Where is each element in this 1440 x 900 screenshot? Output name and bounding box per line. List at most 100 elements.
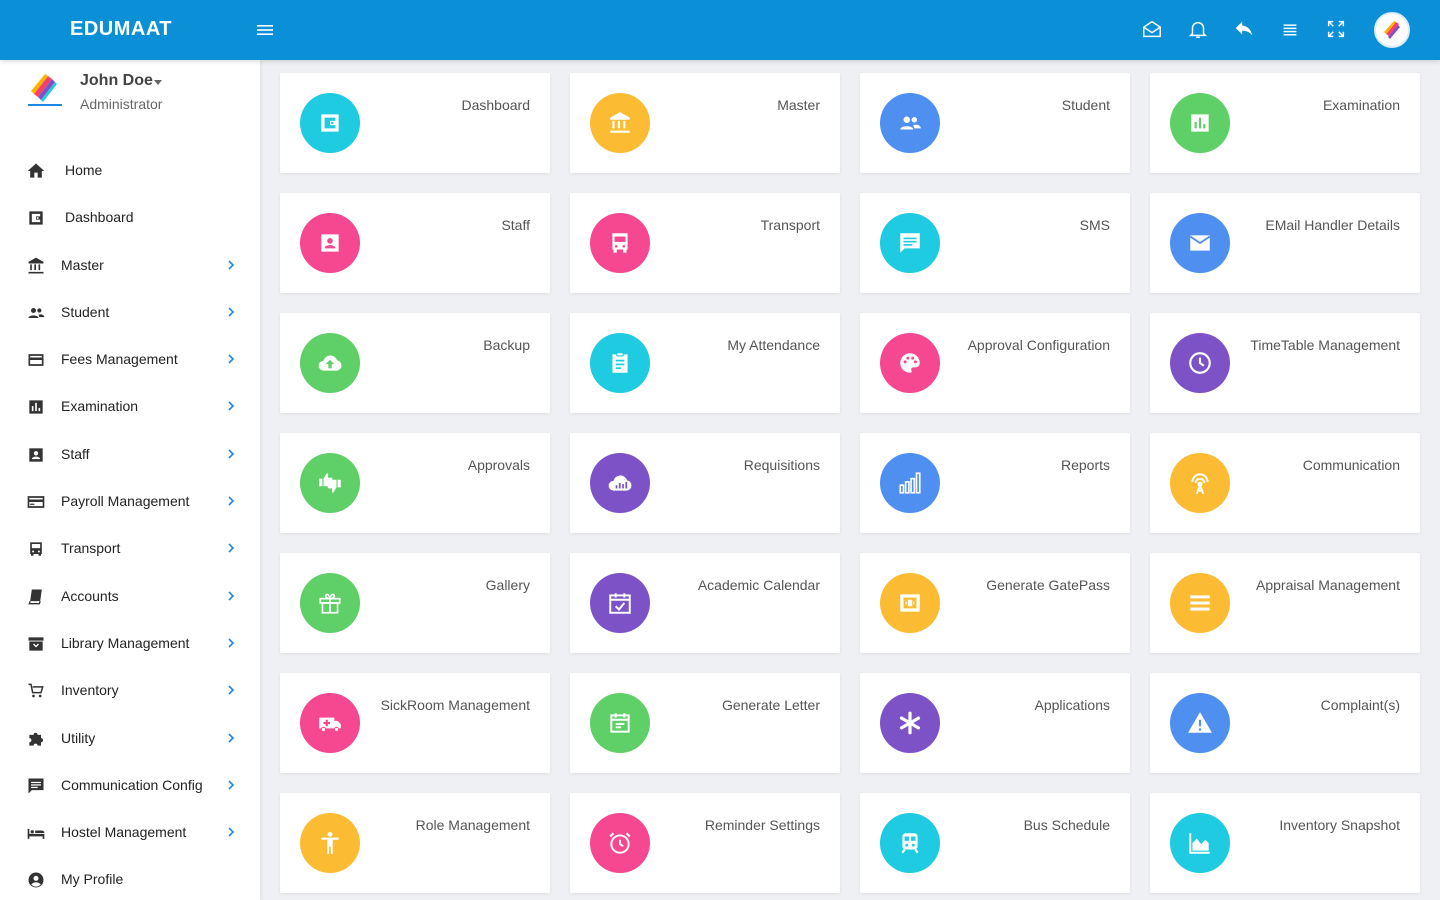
sidebar-item-examination[interactable]: Examination xyxy=(0,385,260,429)
module-card-bus-schedule[interactable]: Bus Schedule xyxy=(860,793,1130,893)
caret-down-icon[interactable] xyxy=(154,80,162,85)
module-icon-circle xyxy=(300,93,360,153)
list-icon[interactable] xyxy=(1279,18,1301,40)
module-card-email-handler-details[interactable]: EMail Handler Details xyxy=(1150,193,1420,293)
module-label: Appraisal Management xyxy=(1256,577,1400,593)
palette-icon xyxy=(900,353,920,373)
module-icon-circle xyxy=(880,573,940,633)
sidebar-item-my-profile[interactable]: My Profile xyxy=(0,858,260,900)
module-card-transport[interactable]: Transport xyxy=(570,193,840,293)
sidebar-item-payroll-management[interactable]: Payroll Management xyxy=(0,480,260,524)
module-label: Backup xyxy=(483,337,530,353)
module-card-student[interactable]: Student xyxy=(860,73,1130,173)
module-card-reports[interactable]: Reports xyxy=(860,433,1130,533)
sidebar-item-label: Utility xyxy=(61,730,96,746)
module-card-gallery[interactable]: Gallery xyxy=(280,553,550,653)
contact-icon xyxy=(321,234,339,252)
module-card-generate-letter[interactable]: Generate Letter xyxy=(570,673,840,773)
sidebar-item-library-management[interactable]: Library Management xyxy=(0,622,260,666)
module-card-appraisal-management[interactable]: Appraisal Management xyxy=(1150,553,1420,653)
train-icon xyxy=(901,833,919,854)
bank-icon xyxy=(28,257,44,274)
module-card-dashboard[interactable]: Dashboard xyxy=(280,73,550,173)
module-label: Reminder Settings xyxy=(704,817,820,833)
module-icon-circle xyxy=(880,813,940,873)
module-label: Role Management xyxy=(415,817,530,833)
brand-title: EDUMAAT xyxy=(70,18,173,40)
module-label: EMail Handler Details xyxy=(1265,217,1400,233)
module-card-generate-gatepass[interactable]: Generate GatePass xyxy=(860,553,1130,653)
sidebar-item-student[interactable]: Student xyxy=(0,291,260,335)
module-card-complaints[interactable]: Complaint(s) xyxy=(1150,673,1420,773)
module-card-communication[interactable]: Communication xyxy=(1150,433,1420,533)
module-label: Gallery xyxy=(485,577,530,593)
module-card-role-management[interactable]: Role Management xyxy=(280,793,550,893)
sidebar-item-dashboard[interactable]: Dashboard xyxy=(0,196,260,240)
sidebar-item-label: Staff xyxy=(61,446,90,462)
sidebar-item-inventory[interactable]: Inventory xyxy=(0,669,260,713)
pass-icon xyxy=(900,594,920,612)
module-card-master[interactable]: Master xyxy=(570,73,840,173)
module-card-academic-calendar[interactable]: Academic Calendar xyxy=(570,553,840,653)
module-label: Generate Letter xyxy=(721,697,820,713)
module-card-staff[interactable]: Staff xyxy=(280,193,550,293)
sidebar-item-label: Accounts xyxy=(61,588,119,604)
chart-icon xyxy=(1191,114,1209,132)
sidebar-item-utility[interactable]: Utility xyxy=(0,717,260,761)
sidebar-item-label: Student xyxy=(61,304,110,320)
fullscreen-icon[interactable] xyxy=(1325,18,1347,40)
module-icon-circle xyxy=(590,813,650,873)
reply-icon[interactable] xyxy=(1233,18,1255,40)
area-chart-icon xyxy=(1189,833,1210,854)
chevron-right-icon xyxy=(228,449,235,459)
module-card-timetable-management[interactable]: TimeTable Management xyxy=(1150,313,1420,413)
bell-icon[interactable] xyxy=(1187,18,1209,40)
user-name[interactable]: John Doe xyxy=(80,72,153,89)
people-icon xyxy=(28,308,45,318)
module-icon-circle xyxy=(590,693,650,753)
module-card-my-attendance[interactable]: My Attendance xyxy=(570,313,840,413)
chevron-right-icon xyxy=(228,260,235,270)
sidebar-item-communication-config[interactable]: Communication Config xyxy=(0,764,260,808)
hamburger-menu-icon[interactable] xyxy=(256,21,274,39)
module-icon-circle xyxy=(300,693,360,753)
module-icon-circle xyxy=(1170,573,1230,633)
module-label: Approvals xyxy=(467,457,530,473)
warning-icon xyxy=(1188,712,1212,733)
sidebar-item-transport[interactable]: Transport xyxy=(0,527,260,571)
chevron-right-icon xyxy=(228,307,235,317)
sidebar-item-master[interactable]: Master xyxy=(0,244,260,288)
module-card-examination[interactable]: Examination xyxy=(1150,73,1420,173)
module-icon-circle xyxy=(1170,453,1230,513)
sidebar-item-home[interactable]: Home xyxy=(0,149,260,193)
mail-open-icon[interactable] xyxy=(1141,18,1163,40)
module-card-sickroom-management[interactable]: SickRoom Management xyxy=(280,673,550,773)
chevron-right-icon xyxy=(228,401,235,411)
top-app-bar: EDUMAAT xyxy=(0,0,1440,60)
sidebar-item-label: Home xyxy=(65,162,103,178)
clipboard-icon xyxy=(612,352,628,373)
module-card-applications[interactable]: Applications xyxy=(860,673,1130,773)
module-label: Transport xyxy=(760,217,820,233)
module-card-requisitions[interactable]: Requisitions xyxy=(570,433,840,533)
chevron-right-icon xyxy=(228,780,235,790)
sidebar-item-staff[interactable]: Staff xyxy=(0,433,260,477)
module-card-backup[interactable]: Backup xyxy=(280,313,550,413)
module-icon-circle xyxy=(880,213,940,273)
chevron-right-icon xyxy=(228,496,235,506)
sidebar-item-fees-management[interactable]: Fees Management xyxy=(0,338,260,382)
module-card-approval-configuration[interactable]: Approval Configuration xyxy=(860,313,1130,413)
module-card-inventory-snapshot[interactable]: Inventory Snapshot xyxy=(1150,793,1420,893)
module-card-approvals[interactable]: Approvals xyxy=(280,433,550,533)
credit-card-icon xyxy=(28,354,44,366)
sidebar-item-accounts[interactable]: Accounts xyxy=(0,575,260,619)
module-label: Student xyxy=(1061,97,1110,113)
avatar[interactable] xyxy=(1374,12,1410,48)
module-icon-circle xyxy=(880,453,940,513)
module-icon-circle xyxy=(300,333,360,393)
module-card-sms[interactable]: SMS xyxy=(860,193,1130,293)
sidebar-item-label: My Profile xyxy=(61,871,124,887)
sidebar-item-hostel-management[interactable]: Hostel Management xyxy=(0,811,260,855)
sidebar-item-label: Master xyxy=(61,257,104,273)
module-card-reminder-settings[interactable]: Reminder Settings xyxy=(570,793,840,893)
